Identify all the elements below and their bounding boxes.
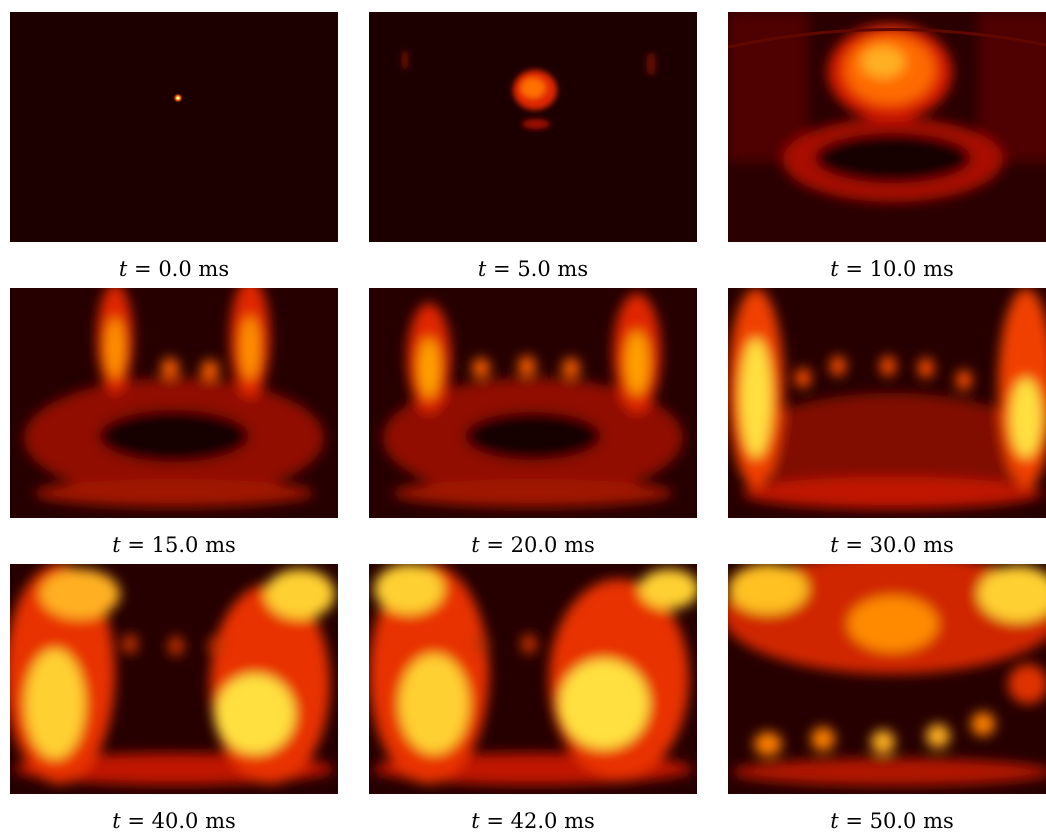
flame-image-7 [10,564,338,794]
time-caption-2: t = 5.0 ms [477,257,589,281]
time-caption-6: t = 30.0 ms [830,533,954,557]
flame-image-6 [728,288,1046,518]
flame-image-4 [10,288,338,518]
flame-image-2 [369,12,697,242]
time-caption-5: t = 20.0 ms [471,533,595,557]
time-caption-1: t = 0.0 ms [118,257,230,281]
flame-image-8 [369,564,697,794]
flame-image-9 [728,564,1046,794]
time-caption-9: t = 50.0 ms [830,809,954,833]
flame-image-1 [10,12,338,242]
time-caption-3: t = 10.0 ms [830,257,954,281]
time-caption-7: t = 40.0 ms [112,809,236,833]
flame-image-5 [369,288,697,518]
time-caption-8: t = 42.0 ms [471,809,595,833]
time-caption-4: t = 15.0 ms [112,533,236,557]
flame-image-3 [728,12,1046,242]
